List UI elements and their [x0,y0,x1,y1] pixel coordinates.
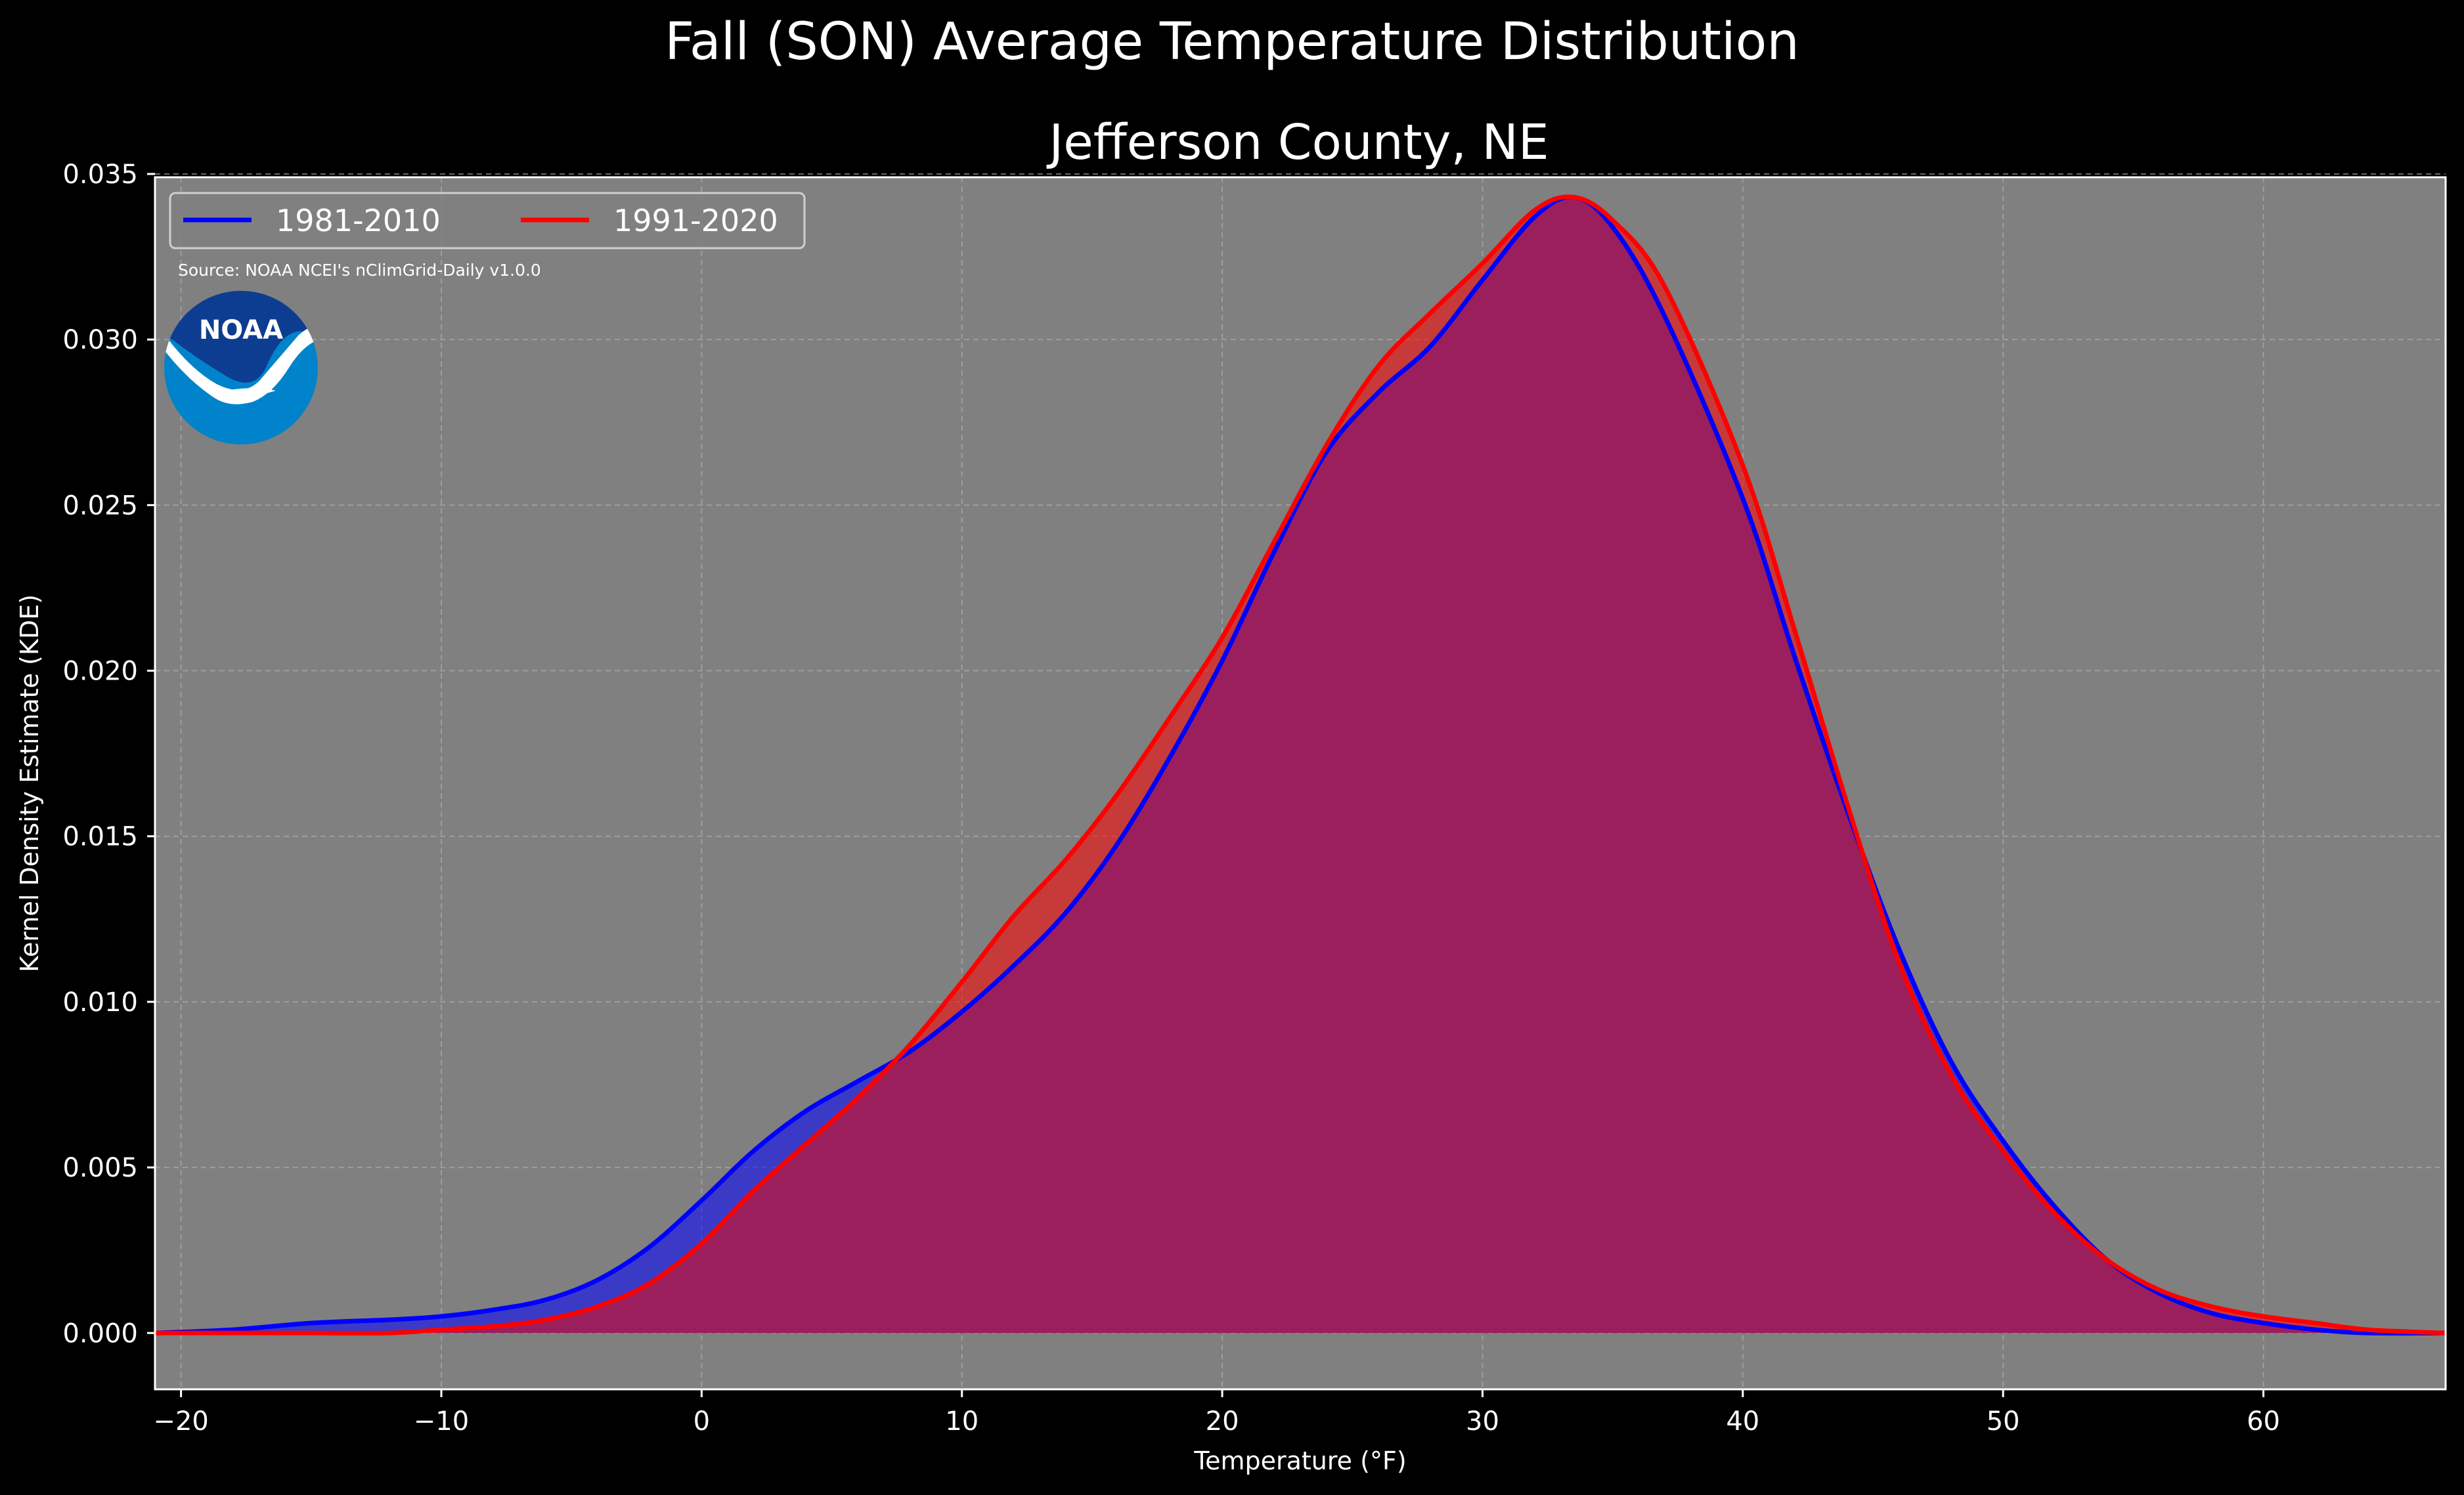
source-note: Source: NOAA NCEI's nClimGrid-Daily v1.0… [178,261,541,280]
x-tick-label: 50 [1987,1406,2020,1437]
x-tick-label: 40 [1726,1406,1759,1437]
legend-box [169,192,806,249]
chart-title: Jefferson County, NE [1046,114,1549,171]
x-tick-label: 20 [1206,1406,1239,1437]
series-fills [155,196,2446,1333]
axis-ticks: −20 −10 0 10 20 30 40 50 60 0.000 0.005 0.010 0.015 0… [62,160,2280,1437]
chart-suptitle: Fall (SON) Average Temperature Distribut… [665,12,1799,72]
y-tick-label: 0.030 [62,325,138,355]
legend: 1981-2010 1991-2020 [169,192,806,249]
legend-label-1991-2020: 1991-2020 [613,203,778,238]
y-axis-label: Kernel Density Estimate (KDE) [15,594,44,972]
plot-frame [154,176,2447,1391]
y-tick-label: 0.010 [62,987,138,1018]
x-tick-label: 10 [945,1406,979,1437]
x-tick-label: −20 [153,1406,208,1437]
y-tick-label: 0.025 [62,490,138,521]
y-tick-label: 0.000 [62,1318,138,1349]
x-tick-label: 0 [693,1406,710,1437]
legend-label-1981-2010: 1981-2010 [276,203,441,238]
x-axis-label: Temperature (°F) [1193,1446,1406,1475]
series-line-1981-2010 [155,194,2446,1336]
noaa-logo: NOAA [164,291,318,444]
noaa-logo-text: NOAA [199,315,283,345]
x-tick-label: −10 [414,1406,469,1437]
y-tick-label: 0.035 [62,160,138,190]
y-tick-label: 0.015 [62,822,138,852]
series-lines [155,194,2446,1336]
x-tick-label: 60 [2247,1406,2280,1437]
y-tick-label: 0.005 [62,1153,138,1183]
series-overlap-fill [155,196,2446,1333]
x-tick-label: 30 [1466,1406,1499,1437]
series-line-1991-2020 [155,194,2446,1336]
y-tick-label: 0.020 [62,657,138,687]
